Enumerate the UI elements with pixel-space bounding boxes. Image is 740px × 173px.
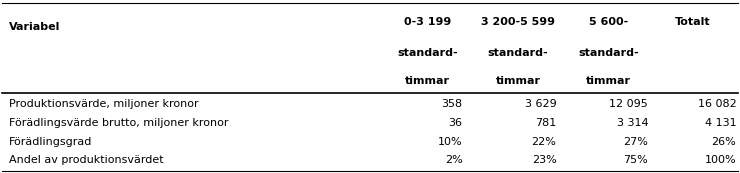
Text: 3 314: 3 314 [616, 118, 648, 128]
Text: standard-: standard- [488, 48, 548, 58]
Text: Totalt: Totalt [675, 17, 710, 27]
Text: 781: 781 [535, 118, 556, 128]
Text: standard-: standard- [578, 48, 639, 58]
Text: 75%: 75% [624, 155, 648, 165]
Text: 16 082: 16 082 [698, 99, 736, 110]
Text: 22%: 22% [531, 137, 556, 147]
Text: 10%: 10% [438, 137, 462, 147]
Text: 0-3 199: 0-3 199 [404, 17, 451, 27]
Text: 3 200-5 599: 3 200-5 599 [481, 17, 555, 27]
Text: 4 131: 4 131 [704, 118, 736, 128]
Text: 12 095: 12 095 [610, 99, 648, 110]
Text: 100%: 100% [704, 155, 736, 165]
Text: 36: 36 [448, 118, 462, 128]
Text: Förädlingsvärde brutto, miljoner kronor: Förädlingsvärde brutto, miljoner kronor [9, 118, 229, 128]
Text: 5 600-: 5 600- [588, 17, 628, 27]
Text: Andel av produktionsvärdet: Andel av produktionsvärdet [9, 155, 164, 165]
Text: 26%: 26% [712, 137, 736, 147]
Text: 23%: 23% [532, 155, 556, 165]
Text: timmar: timmar [586, 76, 630, 86]
Text: 358: 358 [441, 99, 462, 110]
Text: 3 629: 3 629 [525, 99, 556, 110]
Text: Förädlingsgrad: Förädlingsgrad [9, 137, 92, 147]
Text: Produktionsvärde, miljoner kronor: Produktionsvärde, miljoner kronor [9, 99, 198, 110]
Text: timmar: timmar [496, 76, 540, 86]
Text: timmar: timmar [406, 76, 450, 86]
Text: 27%: 27% [623, 137, 648, 147]
Text: standard-: standard- [397, 48, 458, 58]
Text: Variabel: Variabel [9, 22, 60, 32]
Text: 2%: 2% [445, 155, 462, 165]
